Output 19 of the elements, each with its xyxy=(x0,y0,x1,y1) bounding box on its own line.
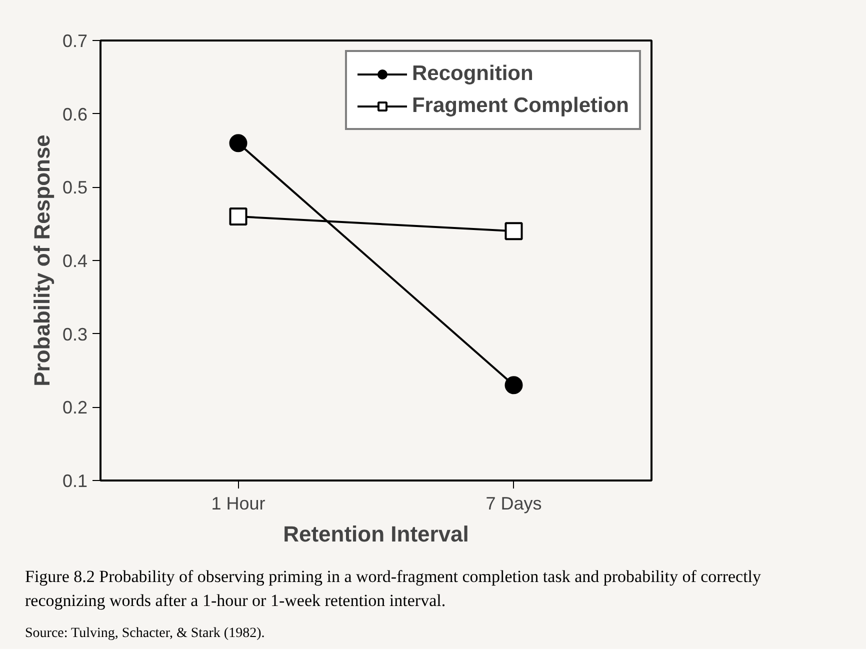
y-tick-label: 0.7 xyxy=(62,31,88,51)
legend-label: Recognition xyxy=(412,62,534,86)
caption: Figure 8.2 Probability of observing priming in a word-fragment completion task and probability of correctly recognizing words after a 1-hour or 1-week retention interval. xyxy=(25,566,762,612)
legend-label: Fragment Completion xyxy=(412,94,629,118)
y-tick-label: 0.3 xyxy=(62,324,88,344)
y-tick-label: 0.2 xyxy=(62,398,88,418)
y-axis-title: Probability of Response xyxy=(29,134,54,386)
y-tick-label: 0.1 xyxy=(62,471,88,491)
x-axis-title: Retention Interval xyxy=(283,522,469,546)
source-note: Source: Tulving, Schacter, & Stark (1982). xyxy=(25,624,265,643)
point xyxy=(229,208,248,226)
point xyxy=(504,376,523,394)
y-tick-label: 0.6 xyxy=(62,104,88,124)
x-tick-label: 1 Hour xyxy=(211,494,266,514)
y-tick-label: 0.5 xyxy=(62,178,88,198)
point xyxy=(229,134,248,152)
x-tick-label: 7 Days xyxy=(486,494,542,514)
point xyxy=(504,222,523,240)
y-tick-label: 0.4 xyxy=(62,251,88,271)
